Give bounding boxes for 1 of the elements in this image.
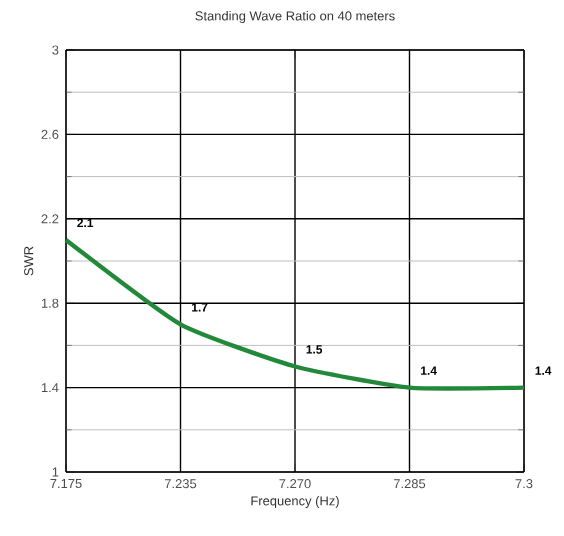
line-series (63, 237, 527, 391)
